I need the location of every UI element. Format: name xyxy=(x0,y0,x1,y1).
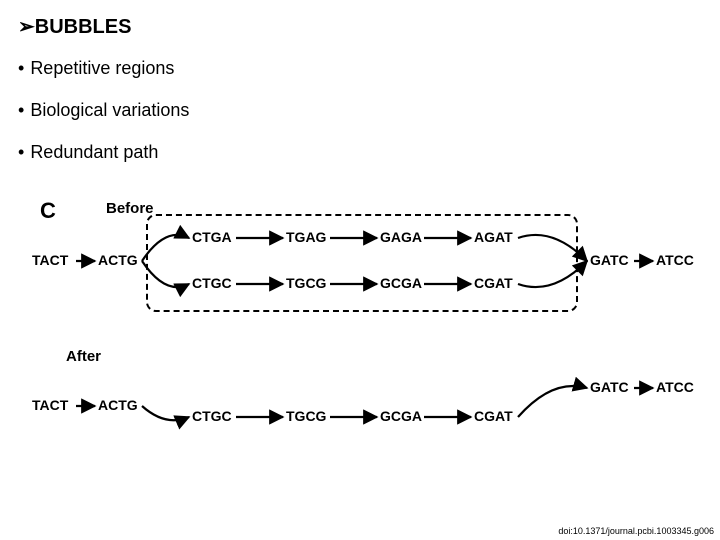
diagram-arrows xyxy=(0,0,720,540)
doi-citation: doi:10.1371/journal.pcbi.1003345.g006 xyxy=(558,526,714,536)
